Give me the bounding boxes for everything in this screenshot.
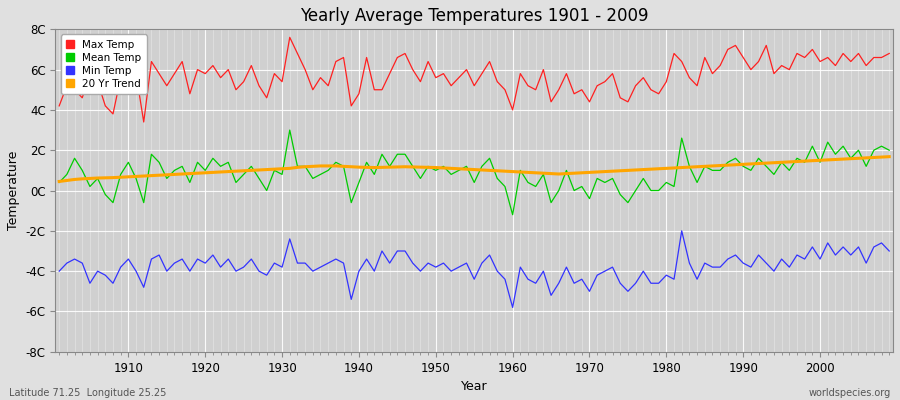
Text: worldspecies.org: worldspecies.org: [809, 388, 891, 398]
Legend: Max Temp, Mean Temp, Min Temp, 20 Yr Trend: Max Temp, Mean Temp, Min Temp, 20 Yr Tre…: [60, 34, 147, 94]
X-axis label: Year: Year: [461, 380, 488, 393]
Title: Yearly Average Temperatures 1901 - 2009: Yearly Average Temperatures 1901 - 2009: [300, 7, 649, 25]
Y-axis label: Temperature: Temperature: [7, 151, 20, 230]
Text: Latitude 71.25  Longitude 25.25: Latitude 71.25 Longitude 25.25: [9, 388, 166, 398]
